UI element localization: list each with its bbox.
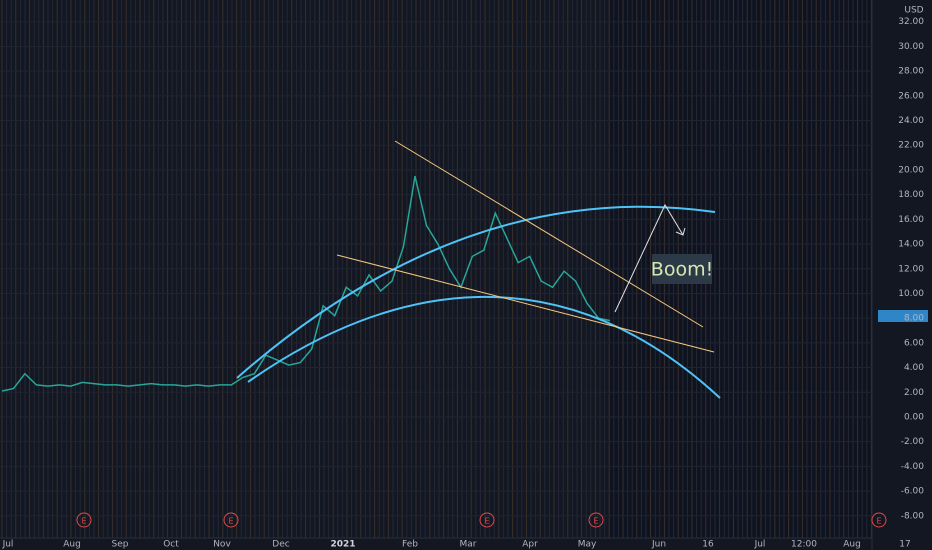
y-tick-label: 10.00 [898, 289, 924, 299]
earnings-marker [76, 512, 92, 528]
y-tick-label: 14.00 [898, 240, 924, 250]
x-tick-label: Jul [2, 540, 14, 550]
x-tick-label: Apr [522, 540, 538, 550]
x-tick-label: Sep [112, 540, 129, 550]
y-tick-label: 0.00 [904, 412, 924, 422]
lower-arc [247, 296, 721, 399]
y-tick-label: -6.00 [901, 487, 925, 497]
y-tick-label: 26.00 [898, 91, 924, 101]
arrow [614, 203, 684, 313]
earnings-label: E [81, 517, 86, 526]
y-tick-label: 20.00 [898, 165, 924, 175]
earnings-label: E [484, 517, 489, 526]
arrow-head [675, 227, 686, 236]
x-tick-label: Nov [213, 540, 231, 550]
y-tick-label: -8.00 [901, 511, 925, 521]
upper-arc [236, 205, 716, 379]
earnings-marker [223, 512, 239, 528]
price-tag [878, 310, 928, 322]
earnings-marker [588, 512, 604, 528]
trend-line [336, 254, 715, 353]
x-tick-label: Feb [402, 540, 418, 550]
y-tick-label: 8.00 [904, 314, 924, 324]
price-line [1, 175, 611, 392]
y-tick-label: 4.00 [904, 363, 924, 373]
y-tick-label: 16.00 [898, 215, 924, 225]
x-tick-label: 2021 [330, 540, 355, 550]
currency-label: USD [904, 6, 923, 16]
x-tick-label: Oct [163, 540, 179, 550]
plot [0, 21, 872, 517]
earnings-marker [479, 512, 495, 528]
y-tick-label: 32.00 [898, 17, 924, 27]
y-tick-label: 6.00 [904, 338, 924, 348]
y-tick-label: -4.00 [901, 462, 925, 472]
earnings-label: E [876, 517, 881, 526]
x-tick-label: Aug [843, 540, 861, 550]
x-tick-label: May [578, 540, 597, 550]
y-tick-label: 12.00 [898, 264, 924, 274]
x-tick-label: 12:00 [791, 540, 817, 550]
y-tick-label: 22.00 [898, 141, 924, 151]
x-tick-label: Jun [651, 540, 666, 550]
earnings-label: E [593, 517, 598, 526]
y-tick-label: 30.00 [898, 42, 924, 52]
y-tick-label: -2.00 [901, 437, 925, 447]
earnings-label: E [228, 517, 233, 526]
y-tick-label: 2.00 [904, 388, 924, 398]
x-tick-label: 17 [899, 540, 910, 550]
x-tick-label: Mar [460, 540, 477, 550]
x-tick-label: Aug [63, 540, 81, 550]
x-tick-label: 16 [702, 540, 714, 550]
y-tick-label: 24.00 [898, 116, 924, 126]
annotation: Boom! [651, 259, 713, 281]
trend-line [394, 140, 704, 328]
y-tick-label: 28.00 [898, 67, 924, 77]
x-tick-label: Jul [754, 540, 766, 550]
x-tick-label: Dec [272, 540, 289, 550]
y-tick-label: 18.00 [898, 190, 924, 200]
annotation-box [652, 254, 712, 284]
earnings-marker [871, 512, 887, 528]
